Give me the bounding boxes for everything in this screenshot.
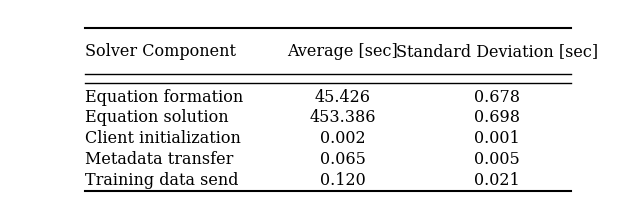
Text: 0.678: 0.678 (474, 88, 520, 105)
Text: 0.120: 0.120 (320, 171, 365, 188)
Text: Equation solution: Equation solution (85, 109, 228, 126)
Text: 0.001: 0.001 (474, 130, 520, 147)
Text: Standard Deviation [sec]: Standard Deviation [sec] (396, 43, 598, 60)
Text: Equation formation: Equation formation (85, 88, 243, 105)
Text: Solver Component: Solver Component (85, 43, 236, 60)
Text: Average [sec]: Average [sec] (287, 43, 398, 60)
Text: 0.021: 0.021 (474, 171, 520, 188)
Text: Training data send: Training data send (85, 171, 239, 188)
Text: 0.698: 0.698 (474, 109, 520, 126)
Text: Metadata transfer: Metadata transfer (85, 150, 234, 167)
Text: Client initialization: Client initialization (85, 130, 241, 147)
Text: 453.386: 453.386 (310, 109, 376, 126)
Text: 0.005: 0.005 (474, 150, 520, 167)
Text: 0.065: 0.065 (320, 150, 366, 167)
Text: 0.002: 0.002 (320, 130, 365, 147)
Text: 45.426: 45.426 (315, 88, 371, 105)
